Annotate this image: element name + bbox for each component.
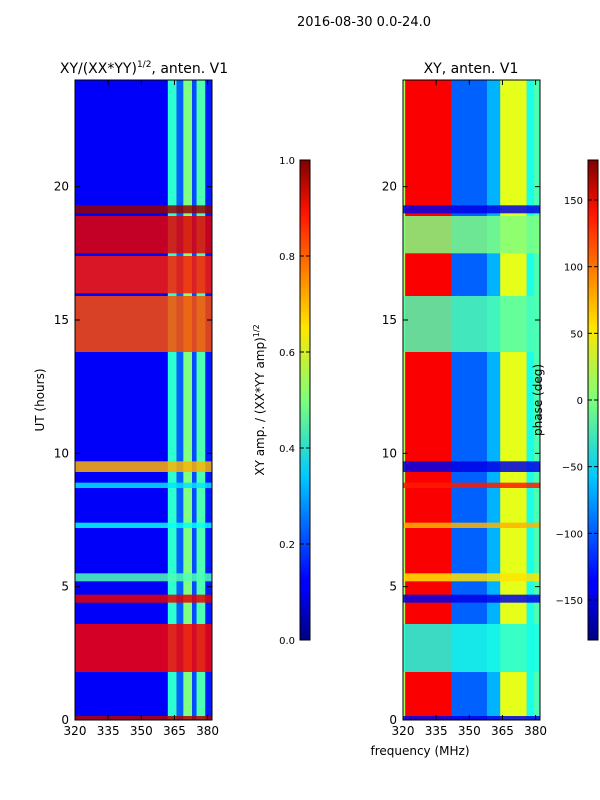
heatmap-band bbox=[500, 80, 527, 720]
amp-colorbar: 0.0 0.2 0.4 0.6 0.8 1.0 XY amp. / (XX*YY amp)… bbox=[252, 156, 311, 647]
heatmap-row bbox=[75, 482, 212, 488]
x-tick-label: 350 bbox=[130, 724, 153, 738]
colorbar-tick-label: 0.4 bbox=[279, 444, 295, 455]
colorbar-tick-label: 50 bbox=[570, 329, 583, 340]
x-tick-label: 320 bbox=[392, 724, 415, 738]
heatmap-row bbox=[75, 216, 212, 254]
phase-colorbar: −150 −100 −50 0 50 100 150 phase (deg) bbox=[531, 159, 599, 641]
amp-colorbar-label: XY amp. / (XX*YY amp)1/2 bbox=[252, 324, 267, 475]
heatmap-row bbox=[403, 216, 540, 254]
colorbar-tick-label: 0.6 bbox=[279, 348, 295, 359]
heatmap-band bbox=[405, 80, 452, 720]
amp-title-suffix: , anten. V1 bbox=[151, 61, 228, 77]
phase-colorbar-ticks: −150 −100 −50 0 50 100 150 bbox=[556, 196, 598, 607]
amp-cb-label-sup: 1/2 bbox=[252, 324, 261, 337]
heatmap-row bbox=[75, 594, 212, 603]
heatmap-row bbox=[403, 205, 540, 214]
x-tick-label: 380 bbox=[196, 724, 219, 738]
heatmap-row bbox=[403, 716, 540, 720]
heatmap-row bbox=[403, 296, 540, 352]
y-tick-label: 10 bbox=[382, 446, 397, 460]
phase-plot-frame bbox=[402, 79, 541, 721]
amp-heatmap bbox=[75, 80, 212, 720]
y-tick-label: 20 bbox=[382, 180, 397, 194]
colorbar-tick-label: 100 bbox=[564, 263, 583, 274]
amp-panel: XY/(XX*YY)1/2, anten. V1 320 335 350 365 380… bbox=[33, 60, 228, 738]
heatmap-row bbox=[75, 461, 212, 472]
heatmap-band bbox=[526, 80, 534, 720]
y-tick-label: 5 bbox=[389, 580, 397, 594]
heatmap-row bbox=[403, 461, 540, 472]
heatmap-row bbox=[403, 573, 540, 582]
heatmap-row bbox=[403, 594, 540, 603]
heatmap-band bbox=[192, 80, 197, 720]
colorbar-tick-label: 0.0 bbox=[279, 636, 295, 647]
figure-title: 2016-08-30 0.0-24.0 bbox=[297, 15, 431, 30]
heatmap-row bbox=[75, 573, 212, 582]
colorbar-tick-label: −100 bbox=[556, 529, 583, 540]
heatmap-band bbox=[196, 80, 206, 720]
colorbar-tick-label: 0.8 bbox=[279, 252, 295, 263]
x-tick-label: 320 bbox=[64, 724, 87, 738]
phase-heatmap bbox=[403, 80, 540, 720]
phase-colorbar-label: phase (deg) bbox=[531, 364, 545, 436]
heatmap-band bbox=[403, 80, 406, 720]
heatmap-band bbox=[533, 80, 540, 720]
amp-x-axis: 320 335 350 365 380 bbox=[64, 80, 219, 738]
amp-colorbar-gradient bbox=[299, 159, 311, 641]
heatmap-row bbox=[75, 256, 212, 294]
x-tick-label: 335 bbox=[97, 724, 120, 738]
x-tick-label: 365 bbox=[491, 724, 514, 738]
heatmap-row bbox=[75, 522, 212, 528]
heatmap-band bbox=[451, 80, 487, 720]
heatmap-band bbox=[176, 80, 184, 720]
colorbar-tick-label: −50 bbox=[562, 463, 583, 474]
amp-cb-label-prefix: XY amp. / (XX*YY amp) bbox=[253, 337, 267, 475]
y-tick-label: 0 bbox=[389, 713, 397, 727]
y-tick-label: 0 bbox=[61, 713, 69, 727]
phase-panel: XY, anten. V1 320 335 350 365 380 0 5 10 15 20 bbox=[382, 61, 547, 738]
colorbar-tick-label: −150 bbox=[556, 596, 583, 607]
heatmap-band bbox=[75, 80, 168, 720]
heatmap-row bbox=[75, 296, 212, 352]
amp-plot-frame bbox=[74, 79, 213, 721]
shared-xlabel: frequency (MHz) bbox=[370, 744, 469, 758]
y-tick-label: 15 bbox=[54, 313, 69, 327]
colorbar-tick-label: 150 bbox=[564, 196, 583, 207]
heatmap-row bbox=[403, 482, 540, 488]
amp-colorbar-ticks: 0.0 0.2 0.4 0.6 0.8 1.0 bbox=[279, 156, 310, 647]
y-tick-label: 20 bbox=[54, 180, 69, 194]
x-tick-label: 350 bbox=[458, 724, 481, 738]
heatmap-row bbox=[75, 624, 212, 672]
phase-x-axis: 320 335 350 365 380 bbox=[392, 80, 547, 738]
heatmap-band bbox=[167, 80, 177, 720]
amp-ylabel: UT (hours) bbox=[33, 368, 47, 431]
y-tick-label: 5 bbox=[61, 580, 69, 594]
amp-panel-title: XY/(XX*YY)1/2, anten. V1 bbox=[60, 60, 228, 77]
phase-y-axis: 0 5 10 15 20 bbox=[382, 180, 540, 727]
phase-panel-title: XY, anten. V1 bbox=[424, 61, 519, 77]
x-tick-label: 335 bbox=[425, 724, 448, 738]
colorbar-tick-label: 0 bbox=[577, 396, 583, 407]
y-tick-label: 15 bbox=[382, 313, 397, 327]
heatmap-row bbox=[75, 205, 212, 214]
heatmap-row bbox=[75, 716, 212, 720]
heatmap-row bbox=[403, 624, 540, 672]
colorbar-tick-label: 1.0 bbox=[279, 156, 295, 167]
y-tick-label: 10 bbox=[54, 446, 69, 460]
heatmap-row bbox=[403, 522, 540, 528]
x-tick-label: 365 bbox=[163, 724, 186, 738]
colorbar-tick-label: 0.2 bbox=[279, 540, 295, 551]
heatmap-band bbox=[183, 80, 193, 720]
amp-title-prefix: XY/(XX*YY) bbox=[60, 61, 137, 77]
x-tick-label: 380 bbox=[524, 724, 547, 738]
amp-title-sup: 1/2 bbox=[137, 60, 151, 70]
amp-y-axis: 0 5 10 15 20 bbox=[54, 180, 212, 727]
heatmap-band bbox=[205, 80, 212, 720]
